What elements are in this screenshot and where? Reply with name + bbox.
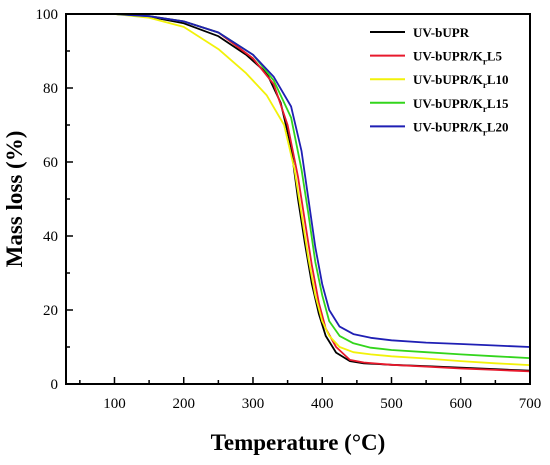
y-tick-label: 40 — [43, 229, 58, 245]
series-line-3 — [66, 13, 531, 366]
x-tick-label: 600 — [449, 396, 472, 412]
y-tick-label: 80 — [43, 81, 58, 97]
legend-label-4: UV-bUPR/KrL15 — [413, 96, 509, 114]
x-tick-label: 100 — [103, 396, 126, 412]
y-tick-label: 100 — [36, 7, 59, 23]
y-axis-title: Mass loss (%) — [2, 131, 27, 268]
y-tick-label: 20 — [43, 303, 58, 319]
x-tick-label: 300 — [242, 396, 265, 412]
legend-label-2: UV-bUPR/KrL5 — [413, 49, 502, 67]
legend-label-1: UV-bUPR — [413, 25, 470, 40]
legend: UV-bUPR UV-bUPR/KrL5 UV-bUPR/KrL10 UV-bUPR/… — [370, 25, 509, 137]
legend-label-5: UV-bUPR/KrL20 — [413, 119, 508, 137]
x-axis-title: Temperature (°C) — [211, 430, 386, 455]
x-tick-label: 500 — [380, 396, 403, 412]
x-tick-label: 400 — [311, 396, 334, 412]
x-tick-label: 700 — [519, 396, 542, 412]
x-tick-label: 200 — [172, 396, 195, 412]
axis-ticks: 100 200 300 400 500 600 700 0 20 40 60 80 100 — [36, 7, 542, 412]
series-line-5 — [66, 13, 531, 348]
plot-lines — [66, 13, 531, 373]
legend-label-3: UV-bUPR/KrL10 — [413, 72, 508, 90]
y-tick-label: 0 — [51, 377, 59, 393]
y-tick-label: 60 — [43, 155, 58, 171]
